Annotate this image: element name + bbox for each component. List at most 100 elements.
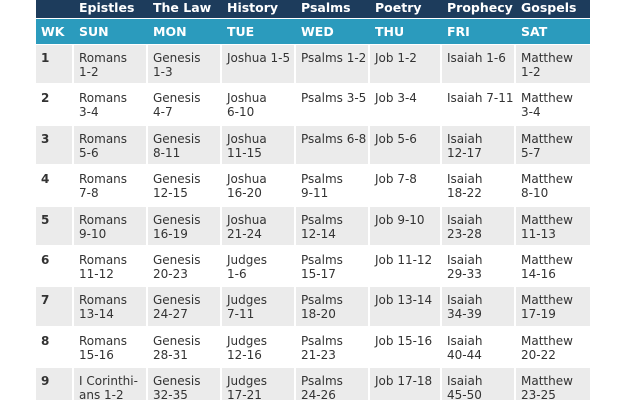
- reading: Judges: [227, 253, 268, 267]
- reading: Job 13-14: [375, 293, 433, 308]
- reading: Matthew: [521, 374, 573, 389]
- reading: 18-22: [447, 186, 482, 201]
- reading: Joshua 1-5: [227, 51, 291, 65]
- week-number: 9: [41, 374, 50, 389]
- reading: Isaiah: [447, 253, 483, 267]
- reading: 23-28: [447, 226, 482, 241]
- reading: 16-20: [227, 186, 262, 201]
- reading: 12-14: [301, 226, 336, 241]
- reading: Isaiah: [447, 333, 483, 348]
- row-background: [36, 368, 72, 400]
- reading: Isaiah: [447, 374, 483, 389]
- reading: Isaiah: [447, 212, 483, 227]
- reading: Psalms 1-2: [301, 51, 367, 65]
- week-number: 8: [41, 333, 50, 348]
- row-background: [516, 45, 590, 84]
- group-header: Prophecy: [447, 0, 513, 15]
- reading: Psalms: [301, 374, 343, 389]
- day-header: SUN: [79, 24, 109, 39]
- row-background: [74, 125, 146, 165]
- reading: 8-11: [153, 145, 181, 160]
- reading: 16-19: [153, 226, 188, 241]
- reading: 14-16: [521, 267, 556, 281]
- reading: Isaiah: [447, 172, 483, 187]
- reading: Psalms: [301, 293, 343, 308]
- reading: Romans: [79, 293, 128, 308]
- reading: Job 15-16: [375, 333, 433, 348]
- reading: Romans: [79, 253, 128, 267]
- reading: 1-3: [153, 65, 173, 79]
- reading: Isaiah 1-6: [447, 51, 506, 65]
- reading: Matthew: [521, 212, 573, 227]
- reading: 23-25: [521, 388, 556, 400]
- row-background: [296, 206, 368, 245]
- reading: Genesis: [153, 51, 201, 65]
- row-background: [222, 125, 294, 165]
- reading: Matthew: [521, 91, 573, 106]
- reading: Isaiah: [447, 131, 483, 146]
- reading: 3-4: [79, 105, 99, 120]
- row-background: [296, 45, 368, 84]
- reading: 1-2: [521, 65, 541, 79]
- row-background: [36, 125, 72, 165]
- reading: 18-20: [301, 307, 336, 322]
- week-number: 2: [41, 91, 50, 106]
- row-background: [148, 125, 220, 165]
- reading: Psalms: [301, 172, 343, 187]
- row-background: [222, 206, 294, 245]
- reading: 7-8: [79, 186, 99, 201]
- reading: Job 9-10: [375, 212, 425, 227]
- reading: 1-2: [79, 65, 99, 79]
- reading: 3-4: [521, 105, 541, 120]
- day-header: MON: [153, 24, 187, 39]
- reading: 21-24: [227, 226, 262, 241]
- reading: 24-26: [301, 388, 336, 400]
- week-number: 1: [41, 51, 50, 65]
- reading: Genesis: [153, 91, 201, 106]
- reading: Romans: [79, 212, 128, 227]
- day-header: THU: [375, 24, 405, 39]
- reading: Romans: [79, 51, 128, 65]
- day-header: FRI: [447, 24, 470, 39]
- reading: Genesis: [153, 374, 201, 389]
- day-header: WK: [41, 24, 65, 39]
- reading: I Corinthi-: [79, 374, 138, 389]
- reading: Psalms: [301, 212, 343, 227]
- reading: Romans: [79, 91, 128, 106]
- row-background: [148, 45, 220, 84]
- reading: 11-13: [521, 226, 556, 241]
- row-background: [516, 368, 590, 400]
- row-background: [36, 206, 72, 245]
- day-header: TUE: [227, 24, 255, 39]
- row-background: [296, 125, 368, 165]
- row-background: [36, 287, 72, 326]
- reading: Joshua: [227, 131, 267, 146]
- reading: 5-6: [79, 145, 99, 160]
- reading: 9-10: [79, 226, 107, 241]
- reading: Matthew: [521, 253, 573, 267]
- day-header-bar: [36, 19, 590, 44]
- reading: Joshua: [227, 91, 267, 106]
- reading: 12-17: [447, 145, 482, 160]
- reading: 1-6: [227, 267, 247, 281]
- row-background: [442, 368, 514, 400]
- reading: Job 5-6: [375, 131, 417, 146]
- reading: 6-10: [227, 105, 255, 120]
- row-background: [442, 45, 514, 84]
- reading: Romans: [79, 333, 128, 348]
- reading: 17-21: [227, 388, 262, 400]
- group-header: Psalms: [301, 0, 351, 15]
- reading: 29-33: [447, 267, 482, 281]
- week-number: 6: [41, 253, 50, 267]
- reading: Psalms 3-5: [301, 91, 367, 106]
- reading: 5-7: [521, 145, 541, 160]
- reading: Genesis: [153, 333, 201, 348]
- row-background: [148, 206, 220, 245]
- reading: Joshua: [227, 212, 267, 227]
- row-background: [370, 45, 440, 84]
- row-background: [148, 287, 220, 326]
- reading: Matthew: [521, 333, 573, 348]
- row-background: [296, 368, 368, 400]
- reading: 13-14: [79, 307, 114, 322]
